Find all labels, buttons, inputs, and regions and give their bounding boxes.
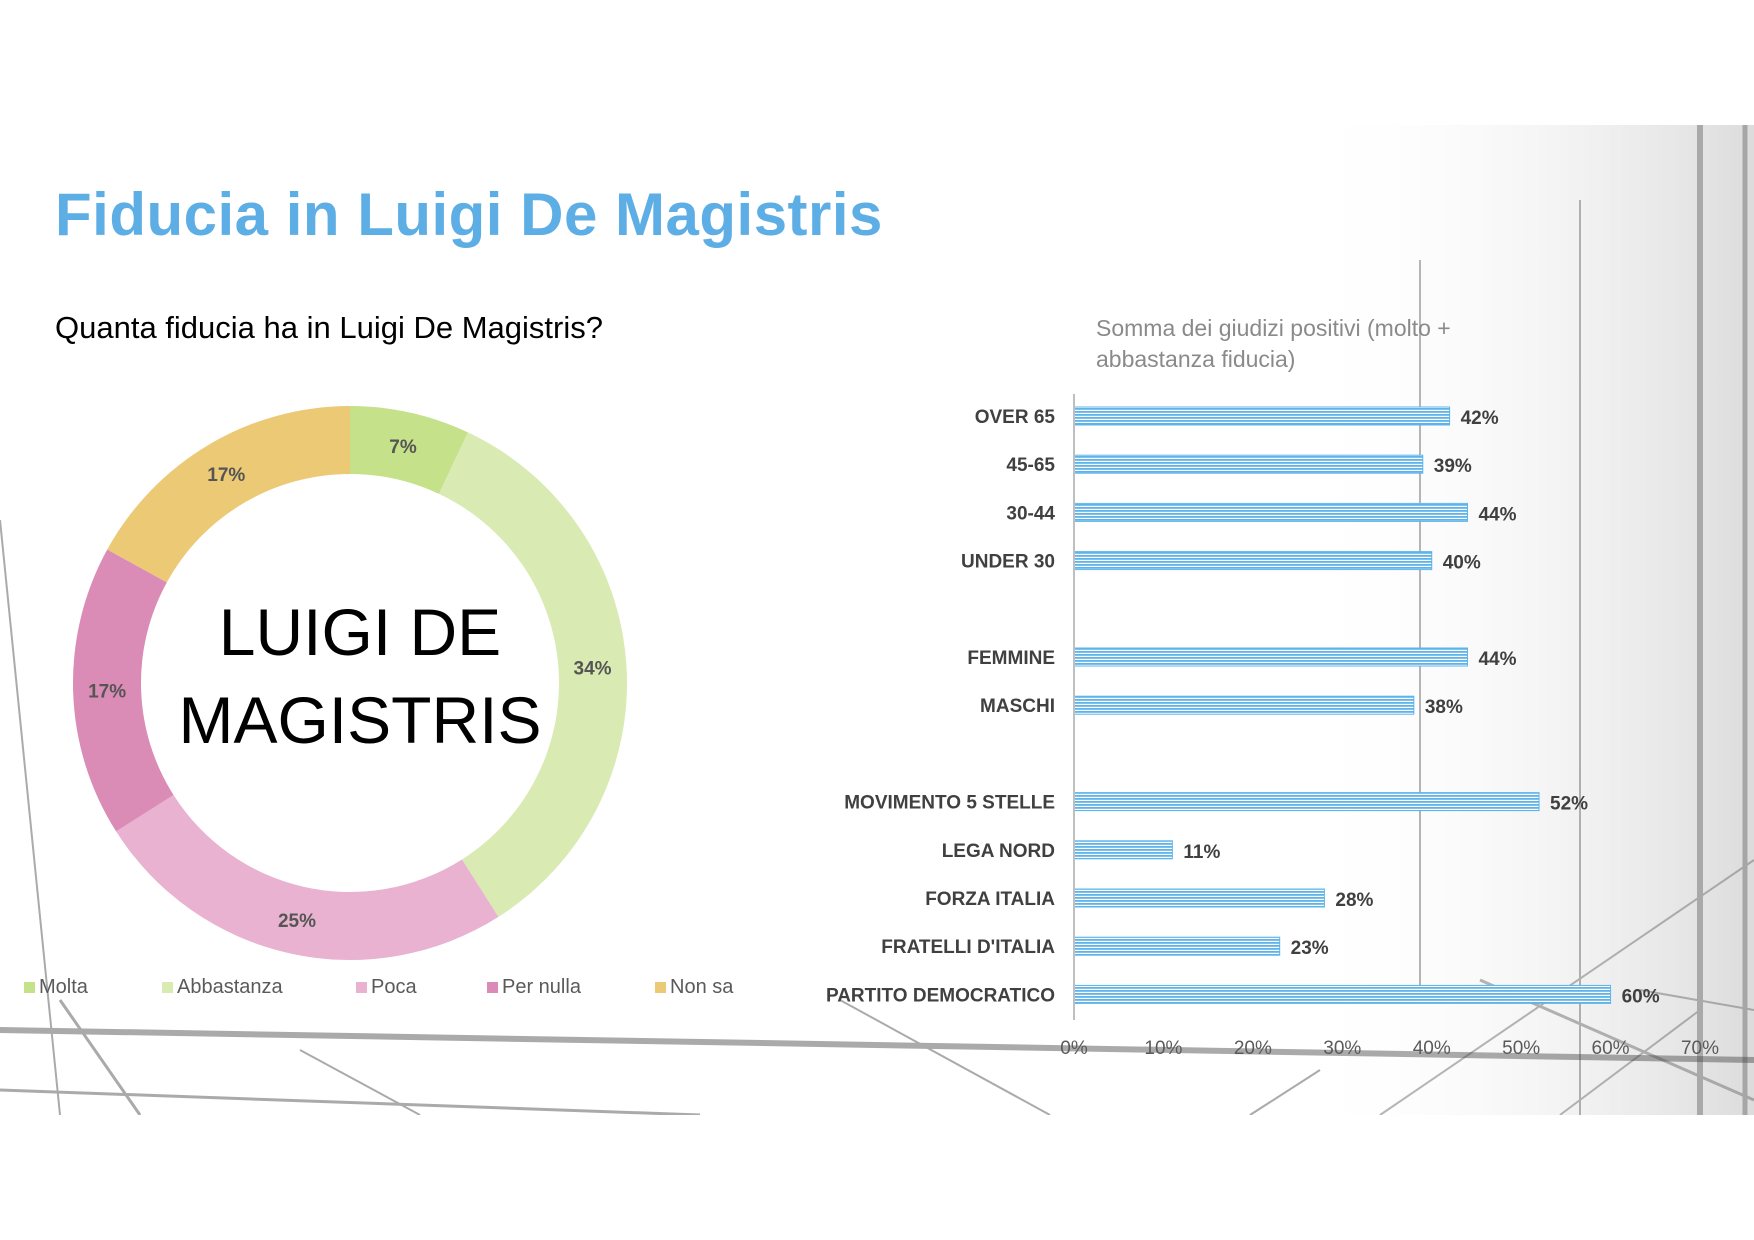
bar-forza-italia [1073,888,1325,908]
bar-category-label: OVER 65 [975,407,1056,428]
donut-slice-molta [350,406,468,494]
bar-chart-title-line: abbastanza fiducia) [1096,346,1295,372]
bar-category-label: MOVIMENTO 5 STELLE [844,793,1055,814]
legend-item-poca: Poca [356,976,417,999]
legend-item-abbastanza: Abbastanza [162,976,283,999]
bar-value-label: 44% [1478,504,1516,525]
bar-category-label: PARTITO DEMOCRATICO [826,985,1055,1006]
donut-slice-abbastanza [438,432,628,917]
bar-movimento-5-stelle [1073,792,1540,812]
bar-category-label: FRATELLI D'ITALIA [881,937,1055,958]
x-tick-label: 0% [1060,1038,1088,1059]
legend-label: Abbastanza [177,976,283,999]
legend-item-non-sa: Non sa [655,976,733,999]
bar-category-label: MASCHI [980,696,1055,717]
x-tick-label: 10% [1144,1038,1182,1059]
donut-slice-value-label: 7% [389,437,417,458]
legend-item-molta: Molta [24,976,88,999]
x-tick-label: 30% [1323,1038,1361,1059]
donut-chart: 7% 34% 25% 17% 17% [72,406,628,960]
legend-label: Non sa [670,976,734,999]
bar-partito-democratico [1073,984,1612,1004]
legend-swatch [24,982,35,994]
bar-maschi [1073,695,1415,715]
x-tick-label: 50% [1502,1038,1540,1059]
bar-category-label: LEGA NORD [942,841,1055,862]
bar-value-label: 42% [1461,408,1499,429]
bar-category-label: UNDER 30 [961,552,1055,573]
legend-swatch [356,982,367,994]
legend-swatch [487,982,498,994]
donut-slice-value-label: 25% [278,911,316,932]
donut-slice-value-label: 34% [574,659,612,680]
x-tick-label: 60% [1592,1038,1630,1059]
bar-femmine [1073,647,1468,667]
page-title: Fiducia in Luigi De Magistris [55,181,883,248]
bar-value-label: 28% [1335,890,1373,911]
bar-value-label: 60% [1622,986,1660,1007]
bar-under-30 [1073,551,1433,571]
bar-fratelli-d-italia [1073,936,1281,956]
donut-slice-poca [116,794,499,960]
donut-legend: Molta Abbastanza Poca Per nulla Non sa [24,976,744,1000]
bar-category-label: 45-65 [1006,455,1055,476]
bar-value-label: 23% [1291,938,1329,959]
legend-label: Molta [39,976,88,999]
bar-over-65 [1073,406,1451,426]
bar-value-label: 44% [1478,649,1516,670]
legend-swatch [162,982,173,994]
donut-slice-value-label: 17% [88,682,126,703]
bar-value-label: 40% [1443,553,1481,574]
x-tick-label: 70% [1681,1038,1719,1059]
bar-category-label: 30-44 [1006,503,1055,524]
donut-center-label-line-2: MAGISTRIS [178,683,542,757]
bar-chart: Somma dei giudizi positivi (molto + abbas… [826,315,1719,1059]
donut-slice-per-nulla [72,549,174,832]
bar-value-label: 39% [1434,456,1472,477]
bar-value-label: 38% [1425,697,1463,718]
bar-value-label: 11% [1183,842,1220,863]
bar-45-65 [1073,454,1424,474]
bar-lega-nord [1073,840,1173,860]
bar-category-label: FORZA ITALIA [925,889,1055,910]
x-tick-label: 20% [1234,1038,1272,1059]
bar-value-label: 52% [1550,794,1588,815]
x-tick-label: 40% [1413,1038,1451,1059]
donut-slice-non-sa [107,406,350,583]
bar-chart-title-line: Somma dei giudizi positivi (molto + [1096,315,1451,341]
donut-center-label-line-1: LUIGI DE [218,595,502,669]
bar-category-label: FEMMINE [967,648,1055,669]
bar-30-44 [1073,502,1468,522]
legend-swatch [655,982,666,994]
legend-label: Per nulla [502,976,581,999]
legend-item-per-nulla: Per nulla [487,976,581,999]
donut-slice-value-label: 17% [207,465,245,486]
donut-chart-subtitle: Quanta fiducia ha in Luigi De Magistris? [55,310,603,345]
legend-label: Poca [371,976,417,999]
